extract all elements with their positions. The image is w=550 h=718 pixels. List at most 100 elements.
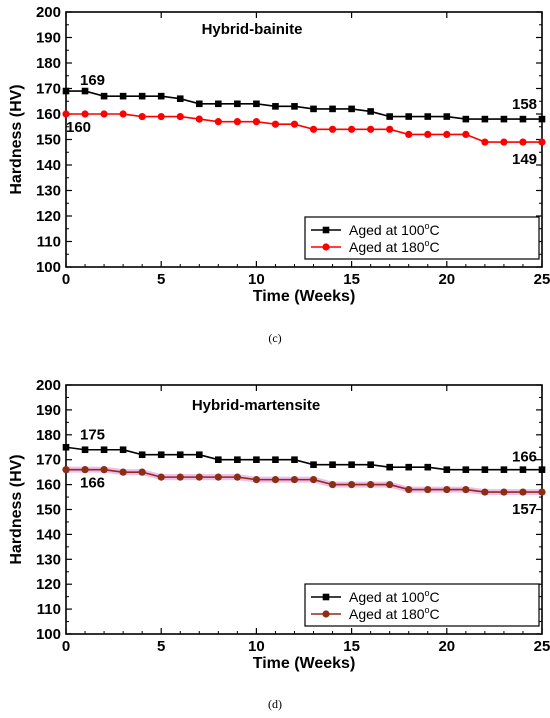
y-tick-label: 120 — [36, 208, 61, 225]
data-point — [215, 456, 222, 463]
legend-marker — [322, 593, 330, 601]
data-point — [291, 456, 298, 463]
x-axis-title: Time (Weeks) — [253, 288, 356, 305]
data-point — [309, 476, 318, 484]
data-point — [214, 118, 222, 126]
data-point — [519, 488, 527, 496]
series-line — [65, 446, 542, 471]
data-point — [176, 473, 184, 481]
legend-label-unit: C — [430, 606, 440, 622]
data-point — [81, 87, 89, 95]
data-point — [214, 473, 222, 481]
x-tick-label: 5 — [157, 271, 165, 288]
legend-label-degree: o — [425, 588, 430, 598]
data-point — [462, 485, 470, 494]
data-point — [462, 115, 470, 123]
y-tick-label: 170 — [36, 81, 61, 98]
legend-marker — [322, 226, 330, 234]
legend-label: Aged at 100oC — [349, 588, 440, 605]
data-point — [138, 92, 146, 100]
legend-label-degree: o — [425, 238, 430, 248]
y-tick-label: 200 — [36, 4, 61, 21]
series-error-band — [66, 466, 542, 496]
x-tick-label: 15 — [343, 271, 360, 288]
data-point — [290, 476, 299, 484]
y-tick-label: 100 — [36, 259, 61, 276]
data-label: 169 — [80, 72, 105, 89]
data-point — [100, 92, 108, 100]
panel-caption: (c) — [268, 331, 281, 345]
y-tick-label: 150 — [36, 502, 61, 519]
series-0 — [62, 443, 546, 473]
series-line — [66, 90, 542, 120]
legend-label-degree: o — [425, 221, 430, 231]
data-point — [348, 481, 356, 489]
data-point — [519, 466, 527, 473]
y-tick-label: 160 — [36, 477, 61, 494]
data-point — [252, 118, 260, 126]
data-label: 158 — [512, 96, 537, 113]
data-point — [424, 485, 432, 494]
legend-box — [304, 216, 540, 260]
data-point — [157, 451, 165, 459]
y-tick-label: 100 — [36, 626, 61, 643]
data-point — [386, 125, 394, 133]
data-point — [100, 466, 108, 474]
data-point — [443, 485, 451, 494]
data-point — [309, 125, 318, 133]
data-point — [405, 463, 413, 471]
data-point — [386, 481, 394, 489]
y-tick-label: 130 — [36, 183, 61, 200]
y-axis-title: Hardness (HV) — [8, 454, 25, 564]
data-point — [538, 488, 546, 496]
series-1 — [62, 110, 546, 146]
data-point — [329, 461, 336, 468]
data-point — [234, 100, 241, 108]
series-0 — [62, 87, 546, 123]
legend-label-unit: C — [430, 589, 440, 605]
data-point — [138, 468, 146, 476]
y-tick-label: 140 — [36, 526, 61, 543]
chart-title: Hybrid-martensite — [192, 397, 320, 414]
legend-label: Aged at 180oC — [349, 238, 440, 255]
y-tick-label: 120 — [36, 576, 61, 593]
data-point — [272, 103, 279, 110]
y-tick-label: 190 — [36, 402, 61, 419]
legend-marker — [322, 610, 330, 618]
data-point — [119, 446, 127, 454]
data-point — [481, 138, 489, 146]
legend-label-text: Aged at 180 — [349, 606, 425, 622]
y-tick-label: 180 — [36, 55, 61, 72]
data-point — [290, 120, 299, 128]
data-point — [405, 113, 413, 120]
data-point — [500, 115, 508, 123]
data-point — [195, 115, 203, 123]
data-point — [328, 125, 337, 133]
data-label: 157 — [512, 501, 537, 518]
legend-label-text: Aged at 180 — [349, 239, 425, 255]
data-label: 175 — [80, 426, 105, 443]
data-point — [348, 461, 355, 468]
data-point — [119, 92, 127, 100]
data-point — [272, 456, 279, 463]
y-tick-label: 130 — [36, 551, 61, 568]
data-point — [81, 446, 89, 454]
y-tick-label: 200 — [36, 377, 61, 394]
data-point — [176, 112, 184, 121]
data-point — [100, 446, 108, 454]
series-line — [66, 113, 542, 143]
x-tick-label: 5 — [157, 638, 165, 655]
x-tick-label: 20 — [438, 638, 455, 655]
data-point — [462, 466, 470, 473]
data-point — [233, 118, 241, 126]
data-point — [443, 130, 451, 138]
x-tick-label: 25 — [534, 638, 550, 655]
data-point — [367, 481, 375, 489]
data-point — [195, 100, 203, 108]
data-point — [367, 108, 374, 115]
data-point — [310, 105, 317, 113]
data-point — [367, 461, 374, 468]
data-point — [348, 125, 356, 133]
